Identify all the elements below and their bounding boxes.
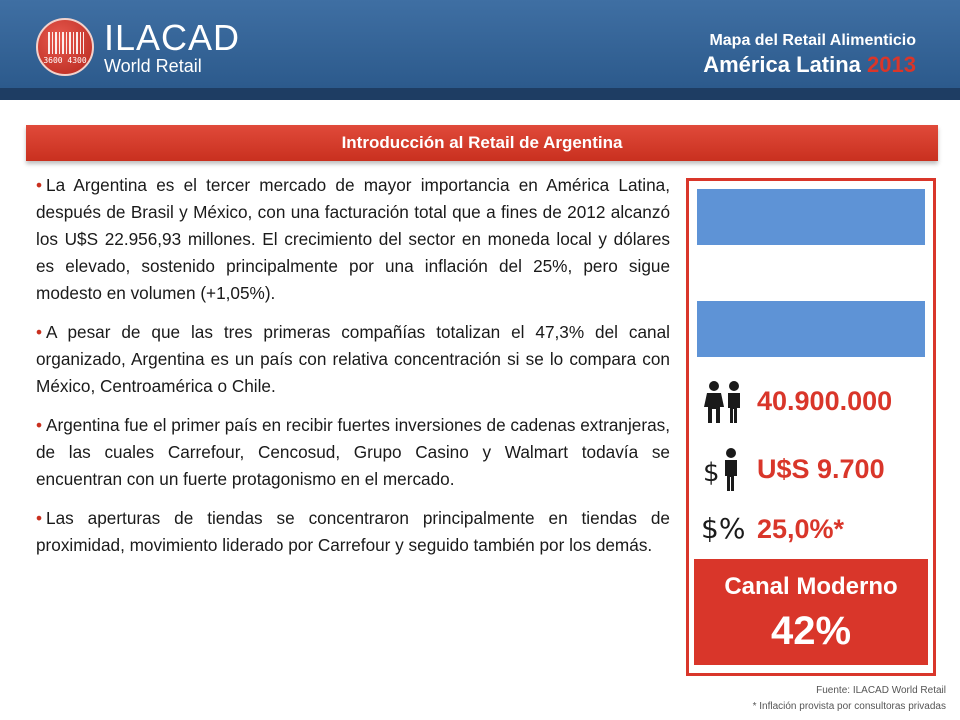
bullet-dot-icon: • [36,508,43,528]
map-title: Mapa del Retail Alimenticio [709,32,916,49]
stat-income: $ U$S 9.700 [701,445,925,493]
modern-channel-label: Canal Moderno [724,573,898,600]
bullet-list: • La Argentina es el tercer mercado de ma… [36,172,670,571]
ilacad-logo-icon: 3600 4300 [36,18,94,76]
map-region: América Latina 2013 [703,52,916,78]
country-panel: 40.900.000 $ U$S 9.700 $% 25,0%* Canal M… [686,178,936,676]
source-note: Fuente: ILACAD World Retail * Inflación … [753,683,946,715]
region-name: América Latina [703,52,861,77]
bullet-dot-icon: • [36,322,43,342]
brand-subtitle: World Retail [104,56,202,76]
logo-digits: 3600 4300 [43,56,87,65]
modern-channel-value: 42% [770,609,852,653]
modern-channel-box: Canal Moderno 42% [694,559,928,665]
section-title: Introducción al Retail de Argentina [26,125,938,161]
flag-band-middle [697,245,925,301]
barcode-icon [48,32,84,54]
bullet-text: Las aperturas de tiendas se concentraron… [36,508,670,555]
stat-inflation: $% 25,0%* [701,505,925,553]
bullet-text: Argentina fue el primer país en recibir … [36,415,670,489]
population-value: 40.900.000 [757,386,893,416]
dollar-person-icon: $ [703,448,737,491]
income-value: U$S 9.700 [757,454,885,484]
bullet-item: • Argentina fue el primer país en recibir… [36,412,670,493]
region-year: 2013 [867,52,916,77]
argentina-flag-icon [697,189,925,357]
bullet-item: • A pesar de que las tres primeras compañ… [36,319,670,400]
dollar-percent-icon: $% [701,512,746,545]
source-text: Fuente: ILACAD World Retail [816,685,946,696]
brand-name: ILACAD [104,17,241,58]
bullet-dot-icon: • [36,175,43,195]
bullet-text: A pesar de que las tres primeras compañí… [36,322,670,396]
bullet-dot-icon: • [36,415,43,435]
flag-band-top [697,189,925,245]
bullet-item: • La Argentina es el tercer mercado de ma… [36,172,670,307]
inflation-footnote: * Inflación provista por consultoras pri… [752,701,946,712]
inflation-value: 25,0%* [757,514,845,544]
bullet-text: La Argentina es el tercer mercado de may… [36,175,670,303]
stat-population: 40.900.000 [701,377,925,425]
svg-text:$: $ [703,458,720,488]
header-bar: 3600 4300 ILACAD World Retail Mapa del R… [0,0,960,88]
bullet-item: • Las aperturas de tiendas se concentraro… [36,505,670,559]
header-divider [0,88,960,100]
flag-band-bottom [697,301,925,357]
people-icon [704,381,740,423]
